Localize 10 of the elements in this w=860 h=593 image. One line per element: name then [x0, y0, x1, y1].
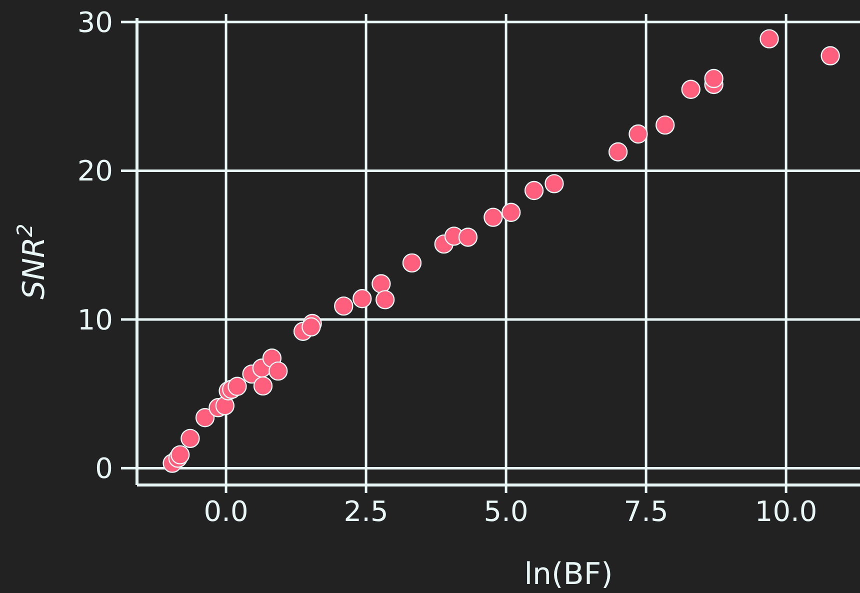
x-tick-label: 7.5	[624, 495, 668, 528]
y-tick-label: 20	[77, 154, 113, 188]
x-tick-label: 10.0	[754, 495, 818, 528]
x-tick-label: 0.0	[204, 495, 248, 528]
y-tick-label: 30	[77, 6, 113, 40]
x-tick-label: 2.5	[344, 495, 388, 528]
y-tick-label: 10	[77, 303, 113, 336]
x-tick-label: 5.0	[484, 495, 528, 528]
x-axis-title: ln(BF)	[524, 557, 613, 592]
y-tick-label: 0	[95, 452, 113, 486]
